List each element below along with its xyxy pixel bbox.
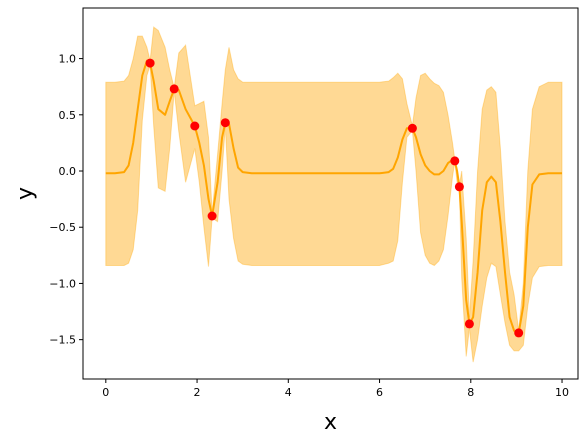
y-axis-ticks: 1.0 0.5 0.0 −0.5 −1.0 −1.5 [49, 53, 83, 347]
y-tick-label: 0.0 [59, 165, 77, 178]
confidence-band [105, 26, 563, 363]
y-tick-label: 0.5 [59, 109, 77, 122]
x-tick-label: 4 [285, 386, 292, 399]
observation-point [220, 118, 230, 128]
observation-point [207, 211, 217, 221]
x-tick-label: 8 [467, 386, 474, 399]
x-axis-ticks: 0 2 4 6 8 10 [102, 379, 569, 399]
observation-point [464, 319, 474, 329]
y-axis-label: y [13, 187, 38, 200]
x-axis-label: x [324, 410, 337, 435]
y-tick-label: −1.0 [49, 277, 76, 290]
x-tick-label: 0 [102, 386, 109, 399]
observation-point [169, 84, 179, 94]
observation-point [145, 58, 155, 68]
plot-area [105, 26, 563, 363]
x-tick-label: 10 [555, 386, 569, 399]
x-tick-label: 6 [376, 386, 383, 399]
observation-point [407, 123, 417, 133]
x-tick-label: 2 [194, 386, 201, 399]
mean-line [105, 59, 562, 334]
observation-point [514, 328, 524, 338]
y-tick-label: −1.5 [49, 334, 76, 347]
observation-point [454, 182, 464, 192]
observation-points [145, 58, 524, 338]
y-tick-label: −0.5 [49, 221, 76, 234]
axes-frame [82, 7, 579, 380]
observation-point [190, 121, 200, 131]
y-tick-label: 1.0 [59, 53, 77, 66]
observation-point [450, 156, 460, 166]
